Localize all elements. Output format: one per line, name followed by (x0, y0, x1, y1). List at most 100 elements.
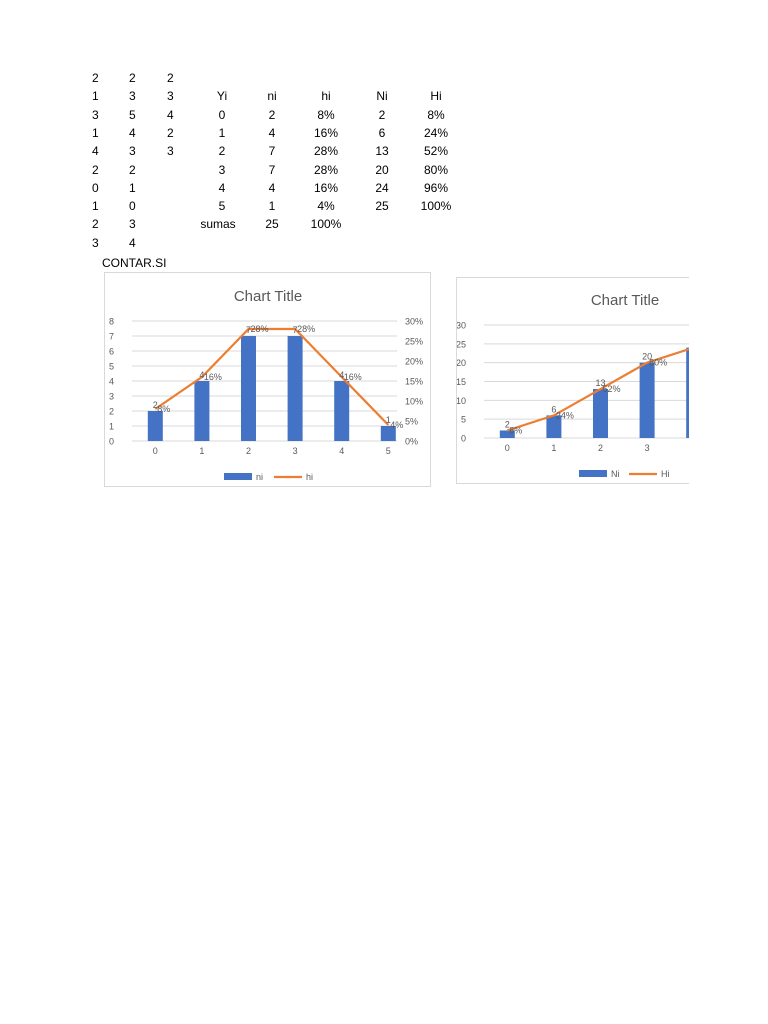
y-tick-label: 5 (109, 362, 114, 372)
x-tick-label: 2 (598, 443, 603, 453)
y2-tick-label: 25% (405, 337, 423, 347)
bar-ni (147, 411, 163, 441)
table-cell: 3 (218, 162, 226, 177)
table-header-hi: hi (321, 89, 331, 104)
table-cell: 4 (218, 180, 226, 195)
bar-data-label: 4 (199, 370, 204, 380)
line-data-label: 80% (649, 358, 667, 368)
y-tick-label: 15 (457, 377, 466, 387)
table-cell: 96% (423, 180, 449, 195)
table-cell: 13 (375, 144, 389, 159)
line-data-label: 24% (556, 410, 574, 420)
table-header-Yi: Yi (216, 89, 228, 104)
line-data-label: 16% (204, 372, 222, 382)
x-tick-label: 1 (551, 443, 556, 453)
y2-tick-label: 5% (405, 417, 418, 427)
y2-tick-label: 15% (405, 377, 423, 387)
bar-Ni (546, 415, 562, 438)
x-tick-label: 4 (339, 446, 344, 456)
bar-data-label: 7 (293, 325, 298, 335)
raw-data-cell: 2 (129, 162, 136, 177)
y-tick-label: 30 (457, 321, 466, 331)
bar-ni (287, 336, 303, 441)
table-cell: 28% (313, 162, 339, 177)
raw-data-cell: 1 (92, 125, 99, 140)
y-tick-label: 0 (109, 437, 114, 447)
chart-ni-hi-svg: Chart Title 0 1 2 3 4 5 6 7 8 0% 5% 10% 15% 20% 25% 30% 0… (109, 288, 423, 482)
table-header-Hi: Hi (430, 89, 442, 104)
table-cell: 4 (268, 125, 276, 140)
line-data-label: 28% (251, 324, 269, 334)
table-cell: 2 (218, 144, 226, 159)
table-header-ni: ni (267, 89, 277, 104)
table-cell: 2 (378, 107, 386, 122)
table-cell: 28% (313, 144, 339, 159)
line-data-label: 28% (297, 324, 315, 334)
y-tick-label: 7 (109, 332, 114, 342)
chart-title: Chart Title (234, 288, 302, 305)
y-tick-label: 4 (109, 377, 114, 387)
chart-Ni-Hi[interactable]: Chart Title05101520253001234261320248%24… (456, 277, 689, 484)
raw-data-cell: 2 (92, 71, 99, 85)
table-cell: 16% (313, 180, 339, 195)
sums-label: sumas (200, 217, 236, 232)
sums-hi: 100% (310, 217, 342, 232)
table-cell: 52% (423, 144, 449, 159)
bar-Ni (593, 389, 608, 438)
raw-data-cell: 1 (129, 180, 136, 195)
raw-data-cell: 2 (92, 217, 99, 232)
raw-data-cell: 3 (92, 235, 99, 250)
table-cell: 8% (317, 107, 335, 122)
formula-label: CONTAR.SI (102, 256, 167, 270)
table-cell: 1 (218, 125, 226, 140)
raw-data-cell: 3 (129, 144, 136, 159)
chart-ni-hi[interactable]: Chart Title 0 1 2 3 4 5 6 7 8 0% 5% 10% 15% 20% 25% 30% 0… (104, 272, 431, 487)
bar-ni (334, 381, 350, 441)
bar-Ni (499, 430, 515, 438)
table-cell: 2 (268, 107, 276, 122)
y2-tick-label: 30% (405, 317, 423, 327)
y2-tick-label: 20% (405, 357, 423, 367)
table-cell: 4% (317, 199, 335, 214)
y-tick-label: 5 (461, 415, 466, 425)
line-data-label: 8% (157, 404, 170, 414)
raw-data-cell: 2 (167, 71, 174, 85)
bar-data-label: 7 (246, 325, 251, 335)
legend-label-ni: ni (256, 472, 263, 482)
x-tick-label: 3 (645, 443, 650, 453)
y-tick-label: 6 (109, 347, 114, 357)
raw-data-cell: 4 (167, 107, 174, 122)
table-header-Ni: Ni (376, 89, 388, 104)
raw-data-cell: 0 (92, 180, 99, 195)
x-tick-label: 2 (246, 446, 251, 456)
bar-data-label: 20 (642, 352, 652, 362)
bar-data-label: 1 (386, 415, 391, 425)
y-tick-label: 0 (461, 434, 466, 444)
line-data-label: 52% (603, 384, 621, 394)
raw-data-cell: 3 (92, 107, 99, 122)
table-cell: 20 (375, 162, 389, 177)
y-tick-label: 10 (457, 396, 466, 406)
table-cell: 16% (313, 125, 339, 140)
bar-ni (194, 381, 210, 441)
legend-swatch-Ni (579, 470, 607, 477)
table-cell: 1 (268, 199, 276, 214)
x-tick-label: 1 (199, 446, 204, 456)
table-cell: 24% (423, 125, 449, 140)
y-tick-label: 3 (109, 392, 114, 402)
line-hi (154, 327, 390, 426)
table-cell: 8% (427, 107, 445, 122)
line-data-label: 16% (344, 372, 362, 382)
raw-data-cell: 3 (129, 217, 136, 232)
raw-data-cell: 1 (92, 199, 99, 214)
y-tick-label: 2 (109, 407, 114, 417)
table-cell: 80% (423, 162, 449, 177)
line-Hi (506, 347, 689, 432)
bar-Ni (639, 362, 655, 438)
legend-label-hi: hi (306, 472, 313, 482)
y-tick-label: 1 (109, 422, 114, 432)
legend-label-Ni: Ni (611, 469, 620, 479)
chart-Ni-Hi-svg: Chart Title05101520253001234261320248%24… (457, 292, 689, 479)
table-cell: 25 (375, 199, 389, 214)
raw-data-cell: 2 (129, 71, 136, 85)
